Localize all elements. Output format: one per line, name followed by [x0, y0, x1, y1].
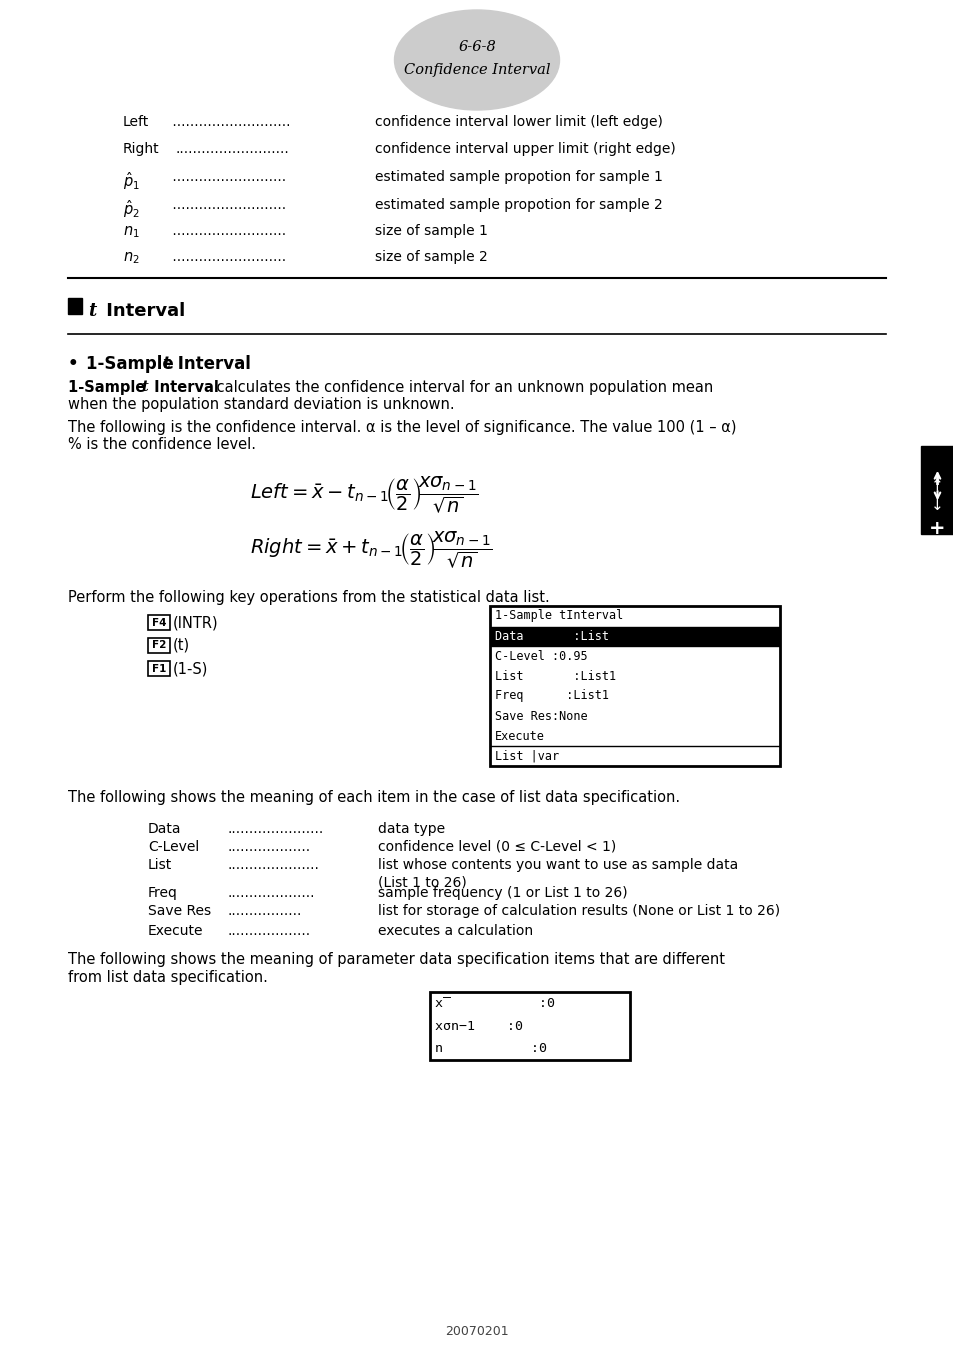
Text: confidence interval upper limit (right edge): confidence interval upper limit (right e… [375, 142, 675, 155]
Text: 1-Sample tInterval: 1-Sample tInterval [495, 610, 622, 622]
Text: Data       :List: Data :List [495, 630, 608, 642]
Text: Data: Data [148, 822, 181, 836]
Text: List: List [148, 859, 172, 872]
Text: (INTR): (INTR) [172, 615, 218, 630]
Text: F4: F4 [152, 618, 166, 627]
Text: $\hat{p}_2$: $\hat{p}_2$ [123, 197, 140, 220]
Text: estimated sample propotion for sample 1: estimated sample propotion for sample 1 [375, 170, 662, 184]
Text: The following is the confidence interval. α is the level of significance. The va: The following is the confidence interval… [68, 420, 736, 435]
Text: from list data specification.: from list data specification. [68, 969, 268, 986]
Text: data type: data type [377, 822, 445, 836]
Text: $\mathit{Right} = \bar{x} + t_{n-1}\!\left(\dfrac{\alpha}{2}\right)\!\dfrac{x\si: $\mathit{Right} = \bar{x} + t_{n-1}\!\le… [250, 530, 492, 571]
Text: $n_1$: $n_1$ [123, 224, 140, 239]
Text: Execute: Execute [148, 923, 203, 938]
Text: ..........................: .......................... [168, 224, 286, 238]
Text: ↓: ↓ [930, 498, 943, 512]
Text: ...........................: ........................... [168, 115, 291, 128]
Text: .....................: ..................... [228, 859, 319, 872]
Text: t: t [162, 356, 170, 372]
Bar [491, 626, 779, 645]
Text: ...................: ................... [228, 840, 311, 854]
Text: Interval: Interval [172, 356, 251, 373]
Ellipse shape [395, 9, 558, 110]
Text: F1: F1 [152, 664, 166, 673]
FancyBboxPatch shape [148, 615, 170, 630]
Text: $\hat{p}_1$: $\hat{p}_1$ [123, 170, 140, 192]
Text: Perform the following key operations from the statistical data list.: Perform the following key operations fro… [68, 589, 549, 604]
Text: t: t [141, 380, 148, 393]
Text: n           :0: n :0 [435, 1042, 546, 1055]
Bar [920, 446, 953, 534]
Text: t: t [88, 301, 96, 320]
Text: Right: Right [123, 142, 159, 155]
Bar [68, 297, 82, 314]
Text: 1-Sample: 1-Sample [68, 380, 151, 395]
Text: executes a calculation: executes a calculation [377, 923, 533, 938]
Text: 6-6-8: 6-6-8 [457, 41, 496, 54]
FancyBboxPatch shape [148, 661, 170, 676]
Text: ↑: ↑ [930, 477, 943, 492]
Text: when the population standard deviation is unknown.: when the population standard deviation i… [68, 397, 455, 412]
Text: confidence interval lower limit (left edge): confidence interval lower limit (left ed… [375, 115, 662, 128]
Text: Freq      :List1: Freq :List1 [495, 690, 608, 703]
Text: ....................: .................... [228, 886, 315, 900]
Text: Interval: Interval [149, 380, 218, 395]
Text: Save Res: Save Res [148, 904, 211, 918]
Text: F2: F2 [152, 641, 166, 650]
Text: (t): (t) [172, 638, 190, 653]
Text: ...................: ................... [228, 923, 311, 938]
Text: $\mathit{Left} = \bar{x} - t_{n-1}\!\left(\dfrac{\alpha}{2}\right)\!\dfrac{x\sig: $\mathit{Left} = \bar{x} - t_{n-1}\!\lef… [250, 475, 478, 516]
Text: I: I [934, 475, 939, 488]
Text: ..........................: .......................... [168, 170, 286, 184]
Text: Freq: Freq [148, 886, 177, 900]
Text: •: • [68, 356, 84, 373]
Text: Confidence Interval: Confidence Interval [403, 64, 550, 77]
Text: ..........................: .......................... [168, 197, 286, 212]
Text: List       :List1: List :List1 [495, 669, 616, 683]
Text: 1-Sample: 1-Sample [86, 356, 179, 373]
Text: list for storage of calculation results (None or List 1 to 26): list for storage of calculation results … [377, 904, 780, 918]
Text: The following shows the meaning of each item in the case of list data specificat: The following shows the meaning of each … [68, 790, 679, 804]
FancyBboxPatch shape [148, 638, 170, 653]
Text: ..........................: .......................... [175, 142, 290, 155]
Text: List |var: List |var [495, 749, 558, 763]
Text: Left: Left [123, 115, 149, 128]
Text: (List 1 to 26): (List 1 to 26) [377, 875, 466, 890]
Text: C-Level: C-Level [148, 840, 199, 854]
Text: estimated sample propotion for sample 2: estimated sample propotion for sample 2 [375, 197, 662, 212]
Text: size of sample 1: size of sample 1 [375, 224, 487, 238]
Text: confidence level (0 ≤ C-Level < 1): confidence level (0 ≤ C-Level < 1) [377, 840, 616, 854]
Bar [430, 992, 629, 1060]
Bar [490, 606, 780, 767]
Text: $n_2$: $n_2$ [123, 250, 139, 266]
Text: ..........................: .......................... [168, 250, 286, 264]
Text: 20070201: 20070201 [445, 1325, 508, 1338]
Text: Save Res:None: Save Res:None [495, 710, 587, 722]
Text: xσn−1    :0: xσn−1 :0 [435, 1019, 522, 1033]
Text: The following shows the meaning of parameter data specification items that are d: The following shows the meaning of param… [68, 952, 724, 967]
Text: sample frequency (1 or List 1 to 26): sample frequency (1 or List 1 to 26) [377, 886, 627, 900]
Text: size of sample 2: size of sample 2 [375, 250, 487, 264]
Text: (1-S): (1-S) [172, 661, 208, 676]
Text: x̅           :0: x̅ :0 [435, 996, 555, 1010]
Text: C-Level :0.95: C-Level :0.95 [495, 649, 587, 662]
Text: % is the confidence level.: % is the confidence level. [68, 437, 255, 452]
Text: calculates the confidence interval for an unknown population mean: calculates the confidence interval for a… [212, 380, 713, 395]
Text: list whose contents you want to use as sample data: list whose contents you want to use as s… [377, 859, 738, 872]
Text: Execute: Execute [495, 730, 544, 742]
Text: ......................: ...................... [228, 822, 324, 836]
Text: Interval: Interval [100, 301, 185, 320]
Text: .................: ................. [228, 904, 302, 918]
Text: +: + [928, 519, 944, 538]
